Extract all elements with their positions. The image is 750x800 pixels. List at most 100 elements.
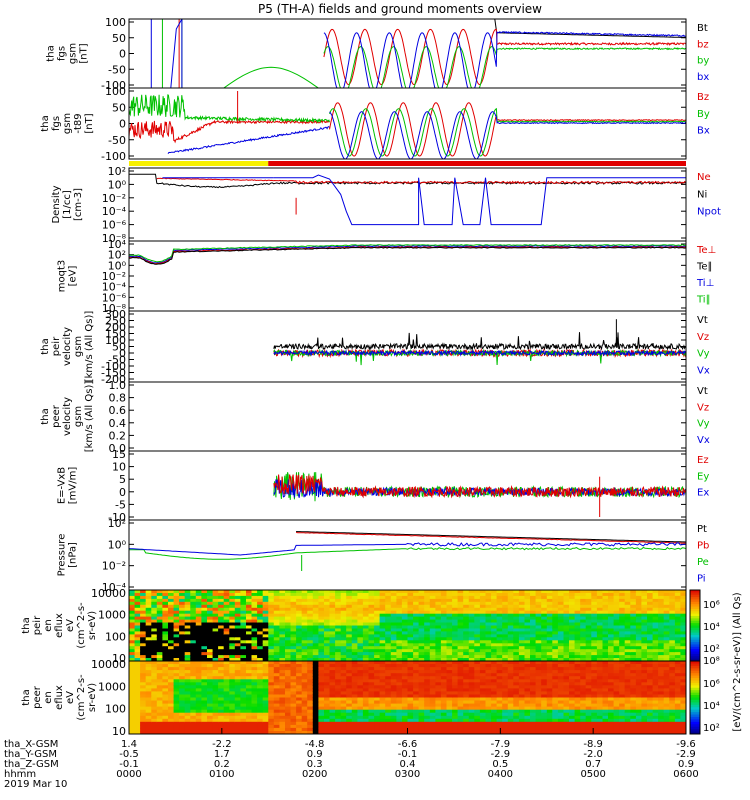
spectrogram-cell bbox=[329, 604, 336, 609]
spectrogram-cell bbox=[129, 731, 136, 734]
spectrogram-cell bbox=[262, 619, 269, 624]
spectrogram-cell bbox=[641, 676, 648, 680]
spectrogram-cell bbox=[407, 655, 414, 659]
spectrogram-cell bbox=[151, 595, 158, 600]
spectrogram-cell bbox=[140, 715, 147, 720]
y-label-line: fgs bbox=[57, 46, 68, 61]
spectrogram-cell bbox=[502, 628, 509, 633]
spectrogram-cell bbox=[474, 658, 481, 661]
spectrogram-cell bbox=[134, 622, 141, 627]
spectrogram-cell bbox=[563, 625, 570, 630]
spectrogram-cell bbox=[301, 664, 308, 668]
spectrogram-cell bbox=[552, 610, 559, 615]
spectrogram-cell bbox=[569, 703, 576, 708]
spectrogram-cell bbox=[624, 718, 631, 723]
spectrogram-cell bbox=[608, 649, 615, 653]
spectrogram-cell bbox=[446, 670, 453, 674]
spectrogram-cell bbox=[446, 634, 453, 638]
spectrogram-cell bbox=[324, 679, 331, 683]
spectrogram-cell bbox=[513, 685, 520, 689]
spectrogram-cell bbox=[452, 598, 459, 603]
spectrogram-cell bbox=[262, 682, 269, 686]
spectrogram-cell bbox=[262, 595, 269, 600]
spectrogram-cell bbox=[151, 715, 158, 720]
spectrogram-cell bbox=[229, 700, 236, 705]
spectrogram-cell bbox=[518, 613, 526, 618]
spectrogram-cell bbox=[652, 652, 659, 656]
spectrogram-cell bbox=[491, 715, 498, 720]
spectrogram-cell bbox=[652, 634, 659, 638]
spectrogram-cell bbox=[491, 619, 498, 624]
spectrogram-cell bbox=[346, 640, 353, 644]
spectrogram-cell bbox=[368, 637, 375, 641]
spectrogram-cell bbox=[608, 703, 615, 708]
spectrogram-cell bbox=[257, 613, 264, 618]
spectrogram-cell bbox=[574, 691, 581, 695]
spectrogram-cell bbox=[279, 685, 286, 689]
spectrogram-cell bbox=[129, 718, 136, 723]
spectrogram-cell bbox=[541, 709, 548, 714]
spectrogram-cell bbox=[608, 655, 615, 659]
spectrogram-cell bbox=[424, 643, 431, 647]
spectrogram-cell bbox=[435, 604, 442, 609]
spectrogram-cell bbox=[502, 694, 509, 699]
spectrogram-cell bbox=[485, 712, 492, 717]
spectrogram-cell bbox=[140, 658, 147, 661]
spectrogram-cell bbox=[507, 649, 514, 653]
spectrogram-cell bbox=[435, 709, 442, 714]
y-label-line: moqt3 bbox=[57, 260, 68, 293]
spectrogram-cell bbox=[407, 646, 414, 650]
spectrogram-cell bbox=[596, 679, 604, 683]
spectrogram-cell bbox=[307, 652, 314, 656]
spectrogram-cell bbox=[329, 601, 336, 606]
spectrogram-cell bbox=[246, 649, 253, 653]
spectrogram-cell bbox=[218, 670, 225, 674]
spectrogram-cell bbox=[134, 628, 141, 633]
spectrogram-cell bbox=[362, 694, 370, 699]
spectrogram-cell bbox=[468, 721, 475, 726]
spectrogram-cell bbox=[190, 604, 197, 609]
spectrogram-cell bbox=[346, 616, 353, 621]
spectrogram-cell bbox=[379, 706, 386, 711]
spectrogram-cell bbox=[407, 682, 414, 686]
spectrogram-cell bbox=[385, 595, 392, 600]
spectrogram-cell bbox=[680, 607, 686, 612]
spectrogram-cell bbox=[652, 661, 659, 665]
spectrogram-cell bbox=[368, 631, 375, 635]
spectrogram-cell bbox=[624, 610, 631, 615]
spectrogram-cell bbox=[413, 715, 420, 720]
spectrogram-cell bbox=[440, 682, 448, 686]
spectrogram-cell bbox=[641, 712, 648, 717]
spectrogram-cell bbox=[479, 694, 487, 699]
spectrogram-cell bbox=[502, 673, 509, 677]
spectrogram-cell bbox=[647, 688, 654, 692]
spectrogram-cell bbox=[396, 679, 403, 683]
spectrogram-cell bbox=[468, 673, 475, 677]
spectrogram-cell bbox=[563, 694, 570, 699]
spectrogram-cell bbox=[190, 655, 197, 659]
spectrogram-cell bbox=[240, 691, 247, 695]
spectrogram-cell bbox=[524, 590, 531, 594]
spectrogram-cell bbox=[223, 616, 230, 621]
spectrogram-cell bbox=[156, 610, 163, 615]
spectrogram-cell bbox=[312, 646, 319, 650]
spectrogram-cell bbox=[452, 640, 459, 644]
spectrogram-cell bbox=[134, 649, 141, 653]
spectrogram-cell bbox=[546, 631, 553, 635]
spectrogram-cell bbox=[207, 724, 214, 729]
spectrogram-cell bbox=[257, 676, 264, 680]
y-label-line: gsm bbox=[68, 43, 79, 64]
spectrogram-cell bbox=[429, 610, 436, 615]
spectrogram-cell bbox=[602, 694, 609, 699]
spectrogram-cell bbox=[613, 652, 620, 656]
spectrogram-cell bbox=[429, 688, 436, 692]
spectrogram-cell bbox=[324, 682, 331, 686]
spectrogram-cell bbox=[340, 721, 347, 726]
spectrogram-cell bbox=[268, 661, 275, 665]
spectrogram-cell bbox=[496, 724, 503, 729]
spectrogram-cell bbox=[635, 724, 643, 729]
spectrogram-cell bbox=[390, 691, 397, 695]
spectrogram-cell bbox=[246, 622, 253, 627]
spectrogram-cell bbox=[602, 715, 609, 720]
